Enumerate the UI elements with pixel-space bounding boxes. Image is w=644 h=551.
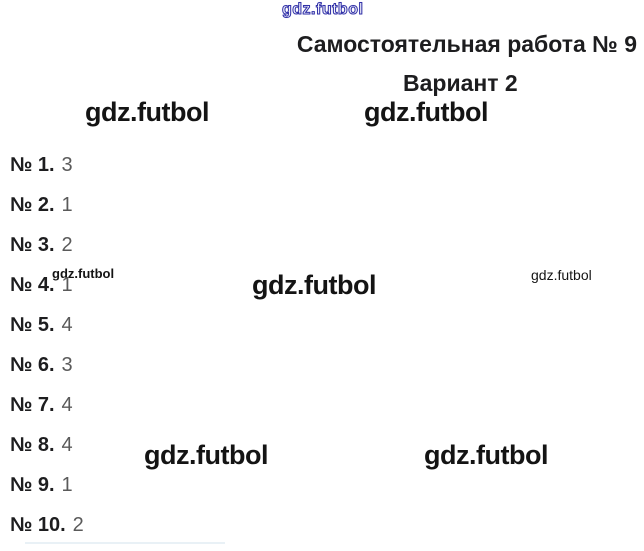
answer-row: № 3. 2	[10, 225, 84, 265]
answer-row: № 10. 2	[10, 506, 84, 546]
answer-value: 4	[61, 394, 73, 417]
answers-list: № 1. 3 № 2. 1 № 3. 2 № 4. 1 № 5. 4 № 6. …	[10, 145, 84, 546]
answer-value: 3	[61, 354, 73, 377]
answer-value: 4	[61, 313, 73, 336]
answer-row: № 7. 4	[10, 386, 84, 426]
watermark-text: gdz.futbol	[252, 270, 376, 300]
watermark-text: gdz.futbol	[424, 440, 548, 470]
answer-value: 1	[61, 273, 73, 296]
question-number: № 2.	[10, 193, 55, 216]
question-number: № 1.	[10, 153, 55, 176]
question-number: № 4.	[10, 273, 55, 296]
answer-value: 1	[61, 193, 73, 216]
watermark-text: gdz.futbol	[364, 97, 488, 127]
watermark-text: gdz.futbol	[144, 440, 268, 470]
answer-value: 3	[61, 153, 73, 176]
answer-value: 1	[61, 474, 73, 497]
answer-row: № 9. 1	[10, 466, 84, 506]
variant-heading: Вариант 2	[403, 70, 518, 96]
scan-artifact-line	[25, 542, 225, 544]
answer-row: № 2. 1	[10, 185, 84, 225]
answer-value: 4	[61, 434, 73, 457]
question-number: № 9.	[10, 474, 55, 497]
question-number: № 6.	[10, 354, 55, 377]
answer-value: 2	[61, 233, 73, 256]
answer-row: № 5. 4	[10, 305, 84, 345]
answer-row: № 4. 1	[10, 265, 84, 305]
question-number: № 10.	[10, 514, 66, 537]
question-number: № 3.	[10, 233, 55, 256]
answer-row: № 1. 3	[10, 145, 84, 185]
watermark-text-small: gdz.futbol	[52, 266, 115, 281]
answer-value: 2	[72, 514, 84, 537]
answer-row: № 6. 3	[10, 345, 84, 385]
question-number: № 5.	[10, 313, 55, 336]
watermark-text-small: gdz.futbol	[531, 267, 592, 283]
answer-row: № 8. 4	[10, 426, 84, 466]
question-number: № 7.	[10, 394, 55, 417]
page-title: Самостоятельная работа № 9	[296, 31, 637, 57]
question-number: № 8.	[10, 434, 55, 457]
watermark-text: gdz.futbol	[85, 97, 209, 127]
watermark-top-outline: gdz.futbol	[281, 1, 364, 19]
